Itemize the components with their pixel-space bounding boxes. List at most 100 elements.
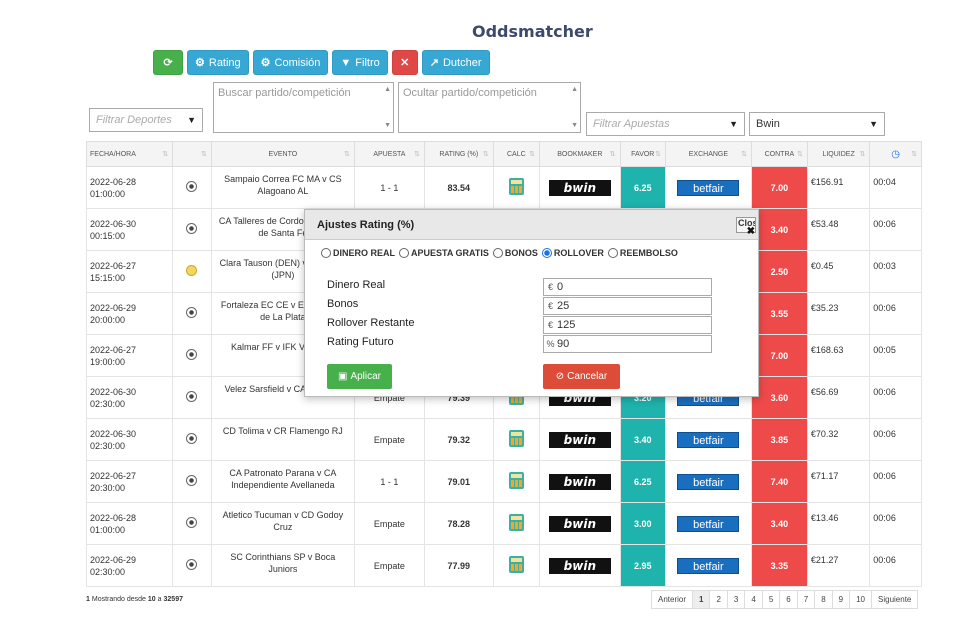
header-exchange[interactable]: EXCHANGE ⇅	[664, 141, 752, 167]
field-input[interactable]: €25	[543, 297, 712, 315]
refresh-button[interactable]: ⟳	[153, 50, 183, 75]
bwin-logo[interactable]: bwin	[548, 179, 611, 196]
rating-button[interactable]: ⚙ Rating	[187, 50, 249, 75]
scroll-down-icon[interactable]: ▼	[571, 122, 578, 129]
bookmaker-cell: bwin	[538, 544, 621, 587]
clear-button[interactable]: ✕	[391, 50, 418, 75]
table-row[interactable]: 2022-06-28 01:00:00 Atletico Tucuman v CD …	[85, 502, 922, 545]
field-input[interactable]: % 90	[543, 335, 712, 353]
bookmaker-cell: bwin	[538, 166, 621, 209]
header-evento[interactable]: EVENTO ⇅	[210, 141, 355, 167]
scroll-up-icon[interactable]: ▲	[384, 86, 391, 93]
pager-page[interactable]: 3	[728, 591, 746, 608]
calculator-icon[interactable]	[508, 430, 524, 447]
close-icon[interactable]: ✖	[746, 226, 755, 237]
contra-cell: 3.85	[750, 418, 808, 461]
table-info: 1 Mostrando desde 10 a 32597	[86, 596, 183, 603]
evento-cell[interactable]: Atletico Tucuman v CD Godoy Cruz	[210, 502, 355, 545]
header-tiempo[interactable]: ◷ ⇅	[869, 141, 922, 167]
fecha-cell: 2022-06-27 15:15:00	[85, 250, 174, 293]
tennis-ball-icon	[186, 265, 198, 276]
radio-circle[interactable]	[607, 248, 618, 258]
evento-cell[interactable]: CA Patronato Parana v CA Independiente A…	[210, 460, 355, 503]
table-row[interactable]: 2022-06-27 20:30:00 CA Patronato Parana v …	[85, 460, 922, 503]
radio-dinero-real[interactable]: DINERO REAL	[321, 248, 395, 258]
radio-circle[interactable]	[321, 248, 331, 258]
pager-page[interactable]: 1	[693, 591, 711, 608]
fecha-cell: 2022-06-30 00:15:00	[85, 208, 174, 251]
radio-label: BONOS	[504, 248, 538, 258]
field-input[interactable]: €125	[543, 316, 712, 334]
fecha-date: 2022-06-30	[90, 218, 137, 229]
radio-circle[interactable]	[541, 248, 552, 258]
apuestas-select[interactable]: Filtrar Apuestas ▼	[586, 112, 745, 136]
bwin-logo[interactable]: bwin	[548, 557, 611, 574]
calculator-icon[interactable]	[508, 514, 524, 531]
betfair-logo[interactable]: betfair	[677, 431, 740, 448]
buscar-textarea[interactable]: Buscar partido/competición ▲ ▼	[213, 82, 394, 133]
evento-cell[interactable]: SC Corinthians SP v Boca Juniors	[210, 544, 355, 587]
calculator-icon[interactable]	[508, 556, 524, 573]
pager-page[interactable]: 7	[798, 591, 816, 608]
table-row[interactable]: 2022-06-30 02:30:00 CD Tolima v CR Flameng…	[85, 418, 922, 461]
deportes-placeholder: Filtrar Deportes	[96, 114, 172, 126]
radio-circle[interactable]	[492, 248, 503, 258]
radio-apuesta-gratis[interactable]: APUESTA GRATIS	[399, 248, 489, 258]
pager-page[interactable]: 2	[710, 591, 728, 608]
scroll-up-icon[interactable]: ▲	[571, 86, 578, 93]
header-favor-label: FAVOR	[631, 150, 655, 158]
betfair-logo[interactable]: betfair	[677, 557, 740, 574]
apply-button[interactable]: ▣ Aplicar	[327, 364, 392, 389]
table-row[interactable]: 2022-06-28 01:00:00 Sampaio Correa FC MA v…	[85, 166, 922, 209]
field-input[interactable]: €0	[543, 278, 712, 296]
radio-reembolso[interactable]: REEMBOLSO	[607, 248, 678, 258]
field-value: 125	[557, 319, 576, 331]
calculator-icon[interactable]	[508, 178, 524, 195]
sort-icon: ⇅	[859, 151, 866, 158]
pager-page[interactable]: 5	[763, 591, 781, 608]
bwin-logo[interactable]: bwin	[548, 515, 611, 532]
soccer-ball-icon	[186, 391, 198, 402]
bwin-logo[interactable]: bwin	[548, 473, 611, 490]
radio-bonos[interactable]: BONOS	[492, 248, 538, 258]
calculator-icon[interactable]	[508, 472, 524, 489]
radio-rollover[interactable]: ROLLOVER	[541, 248, 604, 258]
liquidez-cell: €0.45	[806, 250, 871, 293]
fecha-time: 02:30:00	[90, 566, 126, 577]
betfair-logo[interactable]: betfair	[677, 473, 740, 490]
header-apuesta[interactable]: APUESTA ⇅	[353, 141, 425, 167]
pager-page[interactable]: 6	[780, 591, 798, 608]
pager-prev[interactable]: Anterior	[652, 591, 694, 608]
dutcher-button[interactable]: ↗ Dutcher	[421, 50, 490, 75]
close-button[interactable]: Close	[736, 217, 756, 233]
pager-next[interactable]: Siguiente	[878, 595, 912, 604]
header-liquidez[interactable]: LIQUIDEZ ⇅	[806, 141, 871, 167]
cancel-button[interactable]: ⊘ Cancelar	[543, 364, 620, 389]
pager-page[interactable]: 4	[745, 591, 763, 608]
bookmaker-select[interactable]: Bwin ▼	[749, 112, 885, 136]
rating-cell: 79.01	[423, 460, 494, 503]
header-sport[interactable]: ⇅	[172, 141, 212, 167]
filtro-button[interactable]: ▼ Filtro	[332, 50, 388, 75]
scroll-down-icon[interactable]: ▼	[384, 122, 391, 129]
header-contra[interactable]: CONTRA ⇅	[750, 141, 808, 167]
betfair-logo[interactable]: betfair	[677, 179, 740, 196]
pager-page[interactable]: 8	[815, 591, 833, 608]
header-rating[interactable]: RATING (%) ⇅	[423, 141, 494, 167]
header-bookmaker[interactable]: BOOKMAKER ⇅	[538, 141, 621, 167]
pager-page[interactable]: 9	[833, 591, 851, 608]
header-calc[interactable]: CALC ⇅	[492, 141, 540, 167]
evento-cell[interactable]: Sampaio Correa FC MA v CS Alagoano AL	[210, 166, 355, 209]
deportes-select[interactable]: Filtrar Deportes ▼	[89, 108, 203, 132]
table-row[interactable]: 2022-06-29 02:30:00 SC Corinthians SP v Bo…	[85, 544, 922, 587]
header-favor[interactable]: FAVOR ⇅	[619, 141, 666, 167]
betfair-label: betfair	[693, 560, 724, 573]
radio-circle[interactable]	[399, 248, 410, 258]
betfair-logo[interactable]: betfair	[677, 515, 740, 532]
header-fecha[interactable]: FECHA/HORA ⇅	[85, 141, 174, 167]
evento-cell[interactable]: CD Tolima v CR Flamengo RJ	[210, 418, 355, 461]
ocultar-textarea[interactable]: Ocultar partido/competición ▲ ▼	[398, 82, 581, 133]
comision-button[interactable]: ⚙ Comisión	[252, 50, 329, 75]
bwin-logo[interactable]: bwin	[548, 431, 611, 448]
pager-page[interactable]: 10	[850, 591, 872, 608]
